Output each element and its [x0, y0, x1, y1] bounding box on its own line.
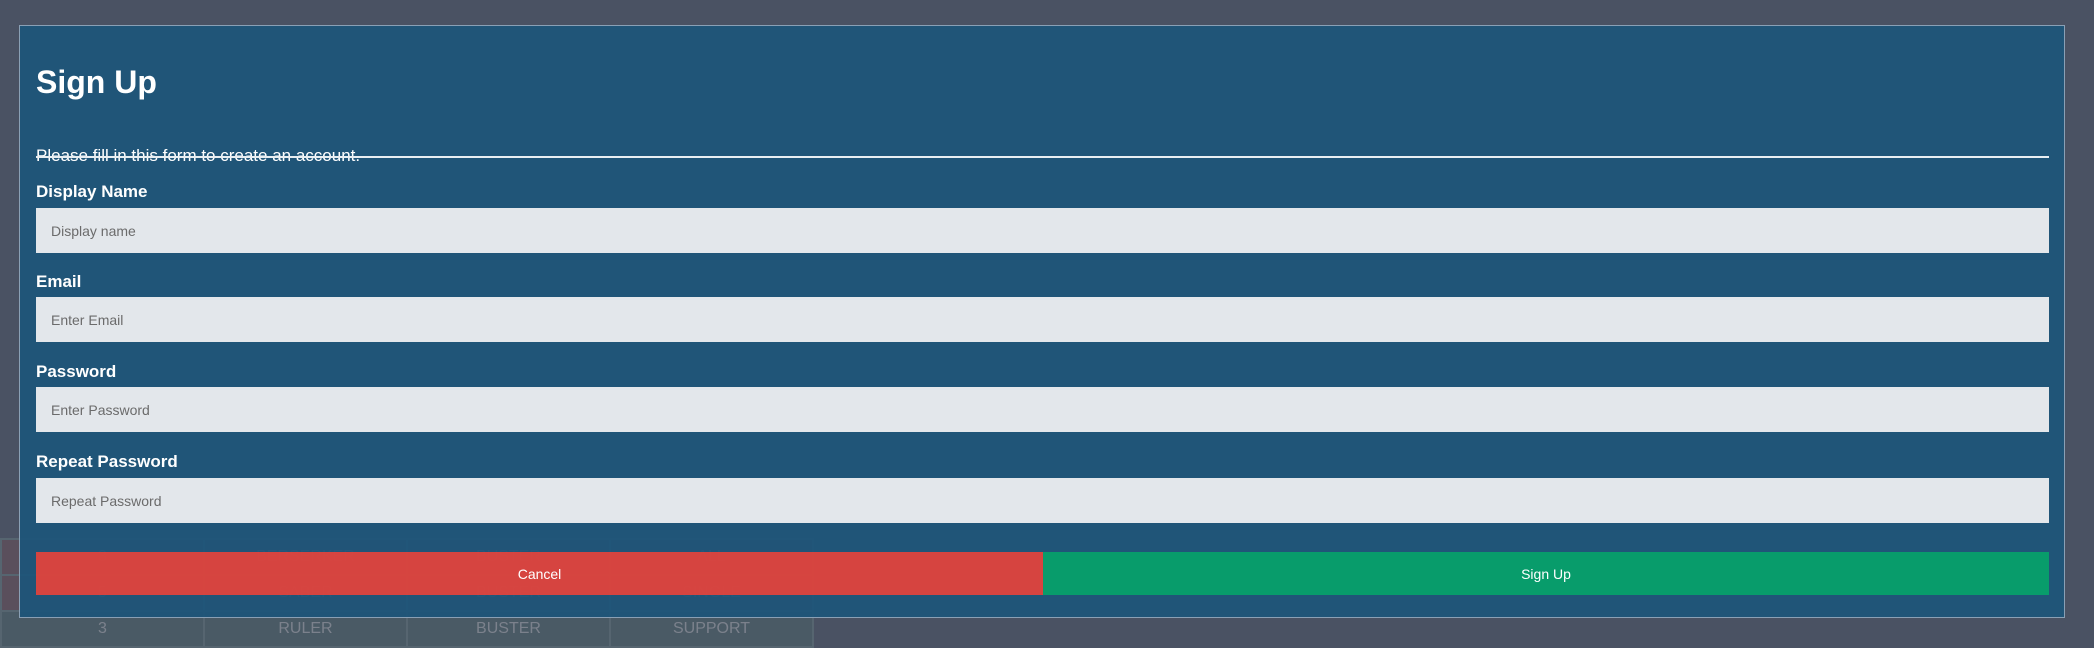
form-subtitle: Please fill in this form to create an ac… — [36, 146, 360, 166]
field-label: Display Name — [36, 182, 148, 201]
signup-button[interactable]: Sign Up — [1043, 552, 2049, 595]
text-input[interactable] — [36, 478, 2049, 523]
field-label: Password — [36, 362, 117, 381]
cancel-button[interactable]: Cancel — [36, 552, 1043, 595]
divider — [36, 156, 2049, 158]
form-title: Sign Up — [36, 64, 157, 100]
text-input[interactable] — [36, 208, 2049, 253]
field-label: Email — [36, 272, 82, 291]
signup-modal: Sign Up Please fill in this form to crea… — [19, 25, 2065, 618]
text-input[interactable] — [36, 387, 2049, 432]
text-input[interactable] — [36, 297, 2049, 342]
field-label: Repeat Password — [36, 452, 178, 471]
